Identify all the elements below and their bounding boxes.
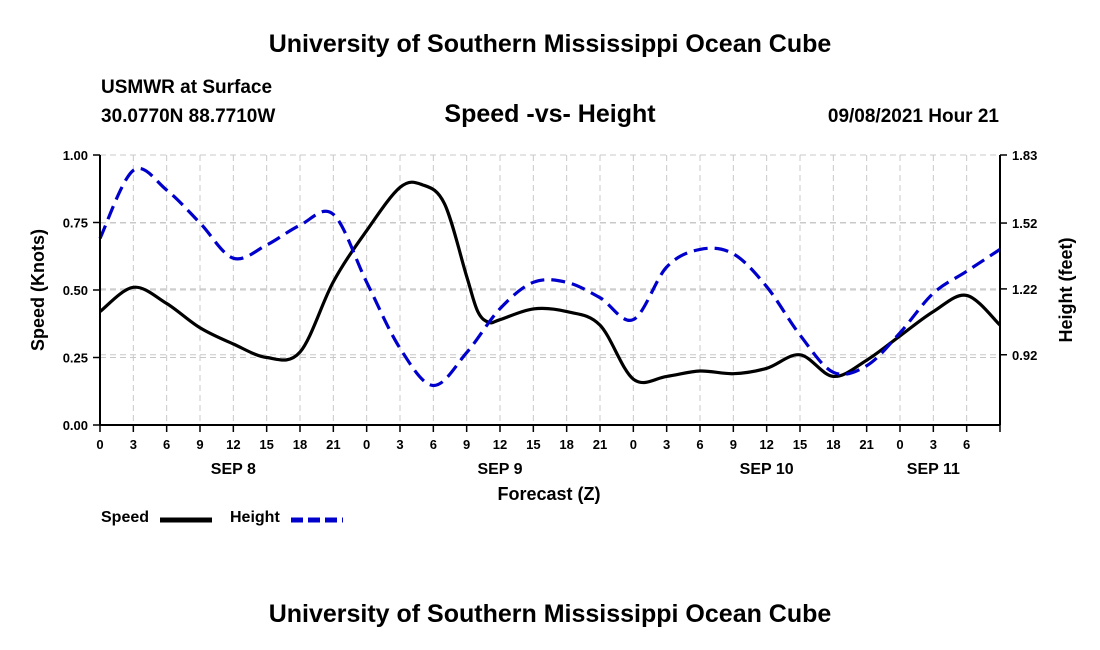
x-tick-label: 3 (130, 437, 137, 452)
axes: 0 3 6 9 12 15 18 21 0 3 6 9 12 15 18 21 0 3 6 9 12 15 18 21 0 3 6S… (63, 148, 1038, 478)
y-axis-label-left: Speed (Knots) (28, 229, 48, 351)
y-tick-label-left: 1.00 (63, 148, 88, 163)
station-label: USMWR at Surface (101, 77, 273, 98)
page-title-bottom: University of Southern Mississippi Ocean… (268, 600, 832, 628)
chart-title: Speed -vs- Height (444, 100, 656, 128)
legend-speed-label: Speed (101, 509, 150, 526)
x-tick-label: 0 (896, 437, 903, 452)
speed-series-line (98, 180, 1002, 385)
y-tick-label-left: 0.00 (63, 418, 88, 433)
page-title-top: University of Southern Mississippi Ocean… (268, 30, 832, 58)
x-tick-label: 0 (630, 437, 637, 452)
y-tick-label-right: 1.22 (1012, 282, 1037, 297)
x-tick-label: 18 (826, 437, 840, 452)
x-tick-label: 15 (793, 437, 807, 452)
x-day-label: SEP 8 (211, 461, 256, 478)
y-tick-label-right: 0.92 (1012, 348, 1037, 363)
x-tick-label: 18 (293, 437, 307, 452)
y-tick-label-left: 0.25 (63, 351, 88, 366)
x-tick-label: 0 (96, 437, 103, 452)
x-tick-label: 0 (363, 437, 370, 452)
x-tick-label: 15 (526, 437, 540, 452)
x-day-label: SEP 10 (740, 461, 794, 478)
forecast-date-label: 09/08/2021 Hour 21 (827, 106, 999, 127)
grid-lines (100, 154, 1000, 425)
x-tick-label: 6 (430, 437, 437, 452)
x-tick-label: 12 (226, 437, 240, 452)
coordinates-label: 30.0770N 88.7710W (101, 106, 276, 127)
x-day-label: SEP 9 (477, 461, 522, 478)
y-tick-label-right: 1.83 (1012, 148, 1037, 163)
y-tick-label-left: 0.50 (63, 283, 88, 298)
x-axis-label: Forecast (Z) (497, 484, 600, 504)
x-tick-label: 3 (396, 437, 403, 452)
x-tick-label: 12 (759, 437, 773, 452)
x-tick-label: 21 (593, 437, 607, 452)
y-axis-label-right: Height (feet) (1056, 238, 1076, 343)
x-tick-label: 12 (493, 437, 507, 452)
x-tick-label: 15 (259, 437, 273, 452)
height-series-line (98, 166, 1001, 388)
x-tick-label: 6 (963, 437, 970, 452)
y-tick-label-right: 1.52 (1012, 216, 1037, 231)
legend-height-label: Height (230, 509, 280, 526)
y-tick-label-left: 0.75 (63, 216, 88, 231)
x-day-label: SEP 11 (907, 461, 960, 478)
x-tick-label: 6 (163, 437, 170, 452)
x-tick-label: 3 (663, 437, 670, 452)
x-tick-label: 9 (730, 437, 737, 452)
x-tick-label: 18 (559, 437, 573, 452)
series-lines (98, 166, 1002, 388)
x-tick-label: 21 (326, 437, 340, 452)
x-tick-label: 6 (696, 437, 703, 452)
x-tick-label: 3 (930, 437, 937, 452)
x-tick-label: 9 (463, 437, 470, 452)
x-tick-label: 21 (859, 437, 873, 452)
x-tick-label: 9 (196, 437, 203, 452)
